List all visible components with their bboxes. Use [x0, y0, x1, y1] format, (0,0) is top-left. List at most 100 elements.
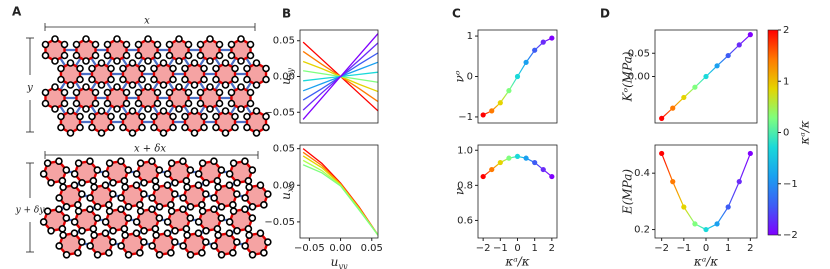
lattice-node — [252, 107, 261, 115]
lattice-node — [76, 75, 84, 84]
lattice-node — [136, 249, 144, 257]
lattice-node — [169, 112, 177, 121]
lattice-node — [117, 242, 125, 250]
x-tick-label: −0.05 — [294, 243, 325, 254]
lattice-node — [132, 181, 141, 189]
y-axis-label-part: u — [279, 77, 293, 85]
lattice-node — [181, 123, 189, 132]
data-point — [532, 159, 538, 166]
lattice-node — [62, 203, 71, 211]
lattice-node — [93, 203, 102, 211]
lattice-node — [155, 214, 164, 222]
lattice-node — [97, 129, 106, 137]
height-label: y + δy — [15, 206, 46, 216]
data-point — [659, 115, 665, 121]
x-axis-label: κᵃ/κ — [504, 255, 529, 269]
y-tick-label: −1 — [458, 112, 473, 123]
data-point — [514, 153, 521, 160]
x-axis-label: κᵃ/κ — [693, 255, 718, 269]
lattice-node — [200, 112, 208, 121]
lattice-node — [229, 207, 238, 215]
lattice-node — [124, 166, 133, 174]
lattice-node — [200, 123, 208, 132]
lattice-node — [243, 64, 251, 73]
lattice-node — [198, 207, 207, 215]
lattice-node — [41, 40, 50, 49]
lattice-node — [136, 159, 145, 167]
data-point — [659, 150, 665, 157]
lattice-node — [252, 129, 261, 137]
panel-letter: B — [282, 7, 291, 21]
lattice-node — [113, 35, 121, 43]
y-axis-label: uxx — [279, 183, 295, 200]
lattice-node — [72, 40, 81, 49]
lattice-node — [179, 205, 187, 213]
lattice-node — [237, 105, 245, 113]
lattice-node — [262, 112, 270, 121]
x-tick-label: 0.05 — [361, 243, 383, 254]
lattice-node — [148, 205, 156, 213]
lattice-node — [227, 99, 236, 108]
data-point — [725, 204, 731, 210]
panel-letter: D — [600, 7, 610, 21]
lattice-node — [105, 159, 114, 167]
panel-letter: C — [452, 7, 461, 21]
lattice-node — [128, 81, 137, 89]
lattice-node — [221, 59, 230, 67]
lattice-node — [256, 229, 265, 237]
lattice-node — [151, 225, 160, 233]
lattice-node — [93, 251, 102, 259]
plot-area — [302, 33, 378, 120]
y-tick-label: 0.8 — [457, 180, 473, 191]
lattice-node — [105, 249, 113, 257]
lattice-node — [186, 203, 195, 211]
lattice-node — [215, 40, 224, 49]
lattice-node — [128, 129, 137, 137]
lattice-node — [227, 40, 236, 49]
lattice-node — [229, 201, 237, 209]
lattice-node — [55, 205, 63, 213]
lattice-node — [60, 51, 69, 60]
plot-area — [302, 148, 378, 236]
lattice-node — [183, 231, 191, 239]
lattice-node — [107, 75, 115, 84]
colorbar-tick-label: 1 — [783, 76, 789, 87]
lattice-node — [124, 203, 133, 211]
lattice-node — [243, 123, 251, 132]
lattice-node — [117, 205, 125, 213]
lattice-node — [144, 83, 152, 91]
lattice-node — [167, 159, 176, 167]
lattice-node — [179, 157, 187, 165]
lattice-node — [175, 83, 183, 91]
colorbar-tick-label: 2 — [783, 25, 789, 36]
lattice-node — [202, 190, 210, 198]
lattice-node — [231, 64, 239, 73]
data-point — [747, 32, 753, 38]
lattice-node — [196, 99, 205, 108]
lattice-node — [221, 129, 230, 137]
lattice-node — [231, 112, 239, 121]
lattice-node — [186, 214, 195, 222]
lattice-node — [70, 170, 79, 178]
lattice-node — [120, 225, 129, 233]
lattice-node — [245, 183, 253, 191]
lattice-node — [62, 166, 71, 174]
lattice-node — [47, 179, 55, 187]
lattice-node — [163, 229, 172, 237]
lattice-node — [39, 170, 48, 178]
lattice-node — [206, 83, 214, 91]
lattice-node — [109, 238, 117, 246]
data-point — [480, 173, 486, 180]
lattice-node — [155, 203, 164, 211]
lattice-node — [58, 177, 67, 185]
lattice-node — [194, 181, 203, 189]
lattice-node — [227, 88, 236, 97]
lattice-node — [72, 51, 81, 60]
lattice-node — [103, 40, 112, 49]
lattice-node — [159, 81, 168, 89]
lattice-node — [248, 251, 257, 259]
lattice-node — [144, 105, 152, 113]
data-point — [703, 226, 709, 233]
lattice-node — [74, 201, 82, 209]
